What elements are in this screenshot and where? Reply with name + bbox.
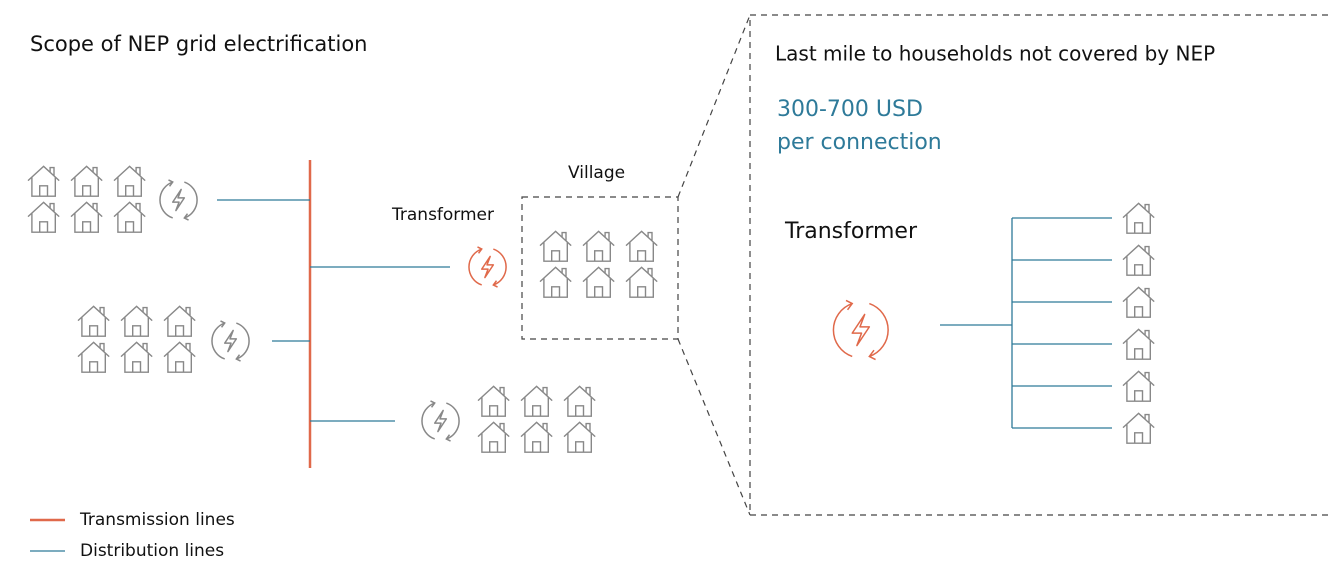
callout-box xyxy=(749,14,1328,516)
house-icon xyxy=(70,201,103,233)
bolt xyxy=(480,255,495,279)
arc xyxy=(211,320,250,362)
legend-label: Transmission lines xyxy=(79,510,235,530)
bolt xyxy=(433,409,448,433)
house-icon xyxy=(163,341,196,373)
house-icon xyxy=(520,421,553,453)
house-icon xyxy=(1122,328,1155,360)
bolt xyxy=(851,313,871,347)
house-icon xyxy=(113,165,146,197)
house-icon xyxy=(1122,202,1155,234)
house-icon xyxy=(539,230,572,262)
arc xyxy=(832,299,889,361)
house-icon xyxy=(582,266,615,298)
house-icon xyxy=(1122,412,1155,444)
house-icon xyxy=(27,165,60,197)
house-icon xyxy=(539,266,572,298)
callout-transformer-label: Transformer xyxy=(784,219,918,244)
transformer-label: Transformer xyxy=(391,205,494,225)
zoom-line xyxy=(677,14,751,198)
house-icon xyxy=(77,305,110,337)
house-icon xyxy=(520,385,553,417)
house-icon xyxy=(477,385,510,417)
cost-text: per connection xyxy=(777,130,942,155)
transformer-icon xyxy=(468,246,507,288)
house-icon xyxy=(113,201,146,233)
house-icon xyxy=(563,421,596,453)
callout-title: Last mile to households not covered by N… xyxy=(775,42,1215,66)
village-box xyxy=(521,196,679,340)
cost-text: 300-700 USD xyxy=(777,97,923,122)
bolt xyxy=(223,329,238,353)
bolt xyxy=(171,188,186,212)
house-icon xyxy=(625,230,658,262)
legend-label: Distribution lines xyxy=(80,541,224,561)
house-icon xyxy=(27,201,60,233)
house-icon xyxy=(70,165,103,197)
house-icon xyxy=(563,385,596,417)
legend: Transmission lines Distribution lines xyxy=(30,510,235,561)
arc xyxy=(421,400,460,442)
zoom-line xyxy=(677,338,751,516)
house-icon xyxy=(1122,244,1155,276)
house-icon xyxy=(477,421,510,453)
house-icon xyxy=(625,266,658,298)
transformer-icon xyxy=(211,320,250,362)
transformer-icon xyxy=(159,179,198,221)
house-icon xyxy=(1122,370,1155,402)
house-icon xyxy=(120,305,153,337)
house-icon xyxy=(163,305,196,337)
house-icon xyxy=(1122,286,1155,318)
transformer-icon xyxy=(421,400,460,442)
arc xyxy=(468,246,507,288)
house-icon xyxy=(120,341,153,373)
arc xyxy=(159,179,198,221)
transformer-icon xyxy=(832,299,889,361)
house-icon xyxy=(582,230,615,262)
title: Scope of NEP grid electrification xyxy=(30,32,367,56)
village-label: Village xyxy=(568,163,625,183)
house-icon xyxy=(77,341,110,373)
